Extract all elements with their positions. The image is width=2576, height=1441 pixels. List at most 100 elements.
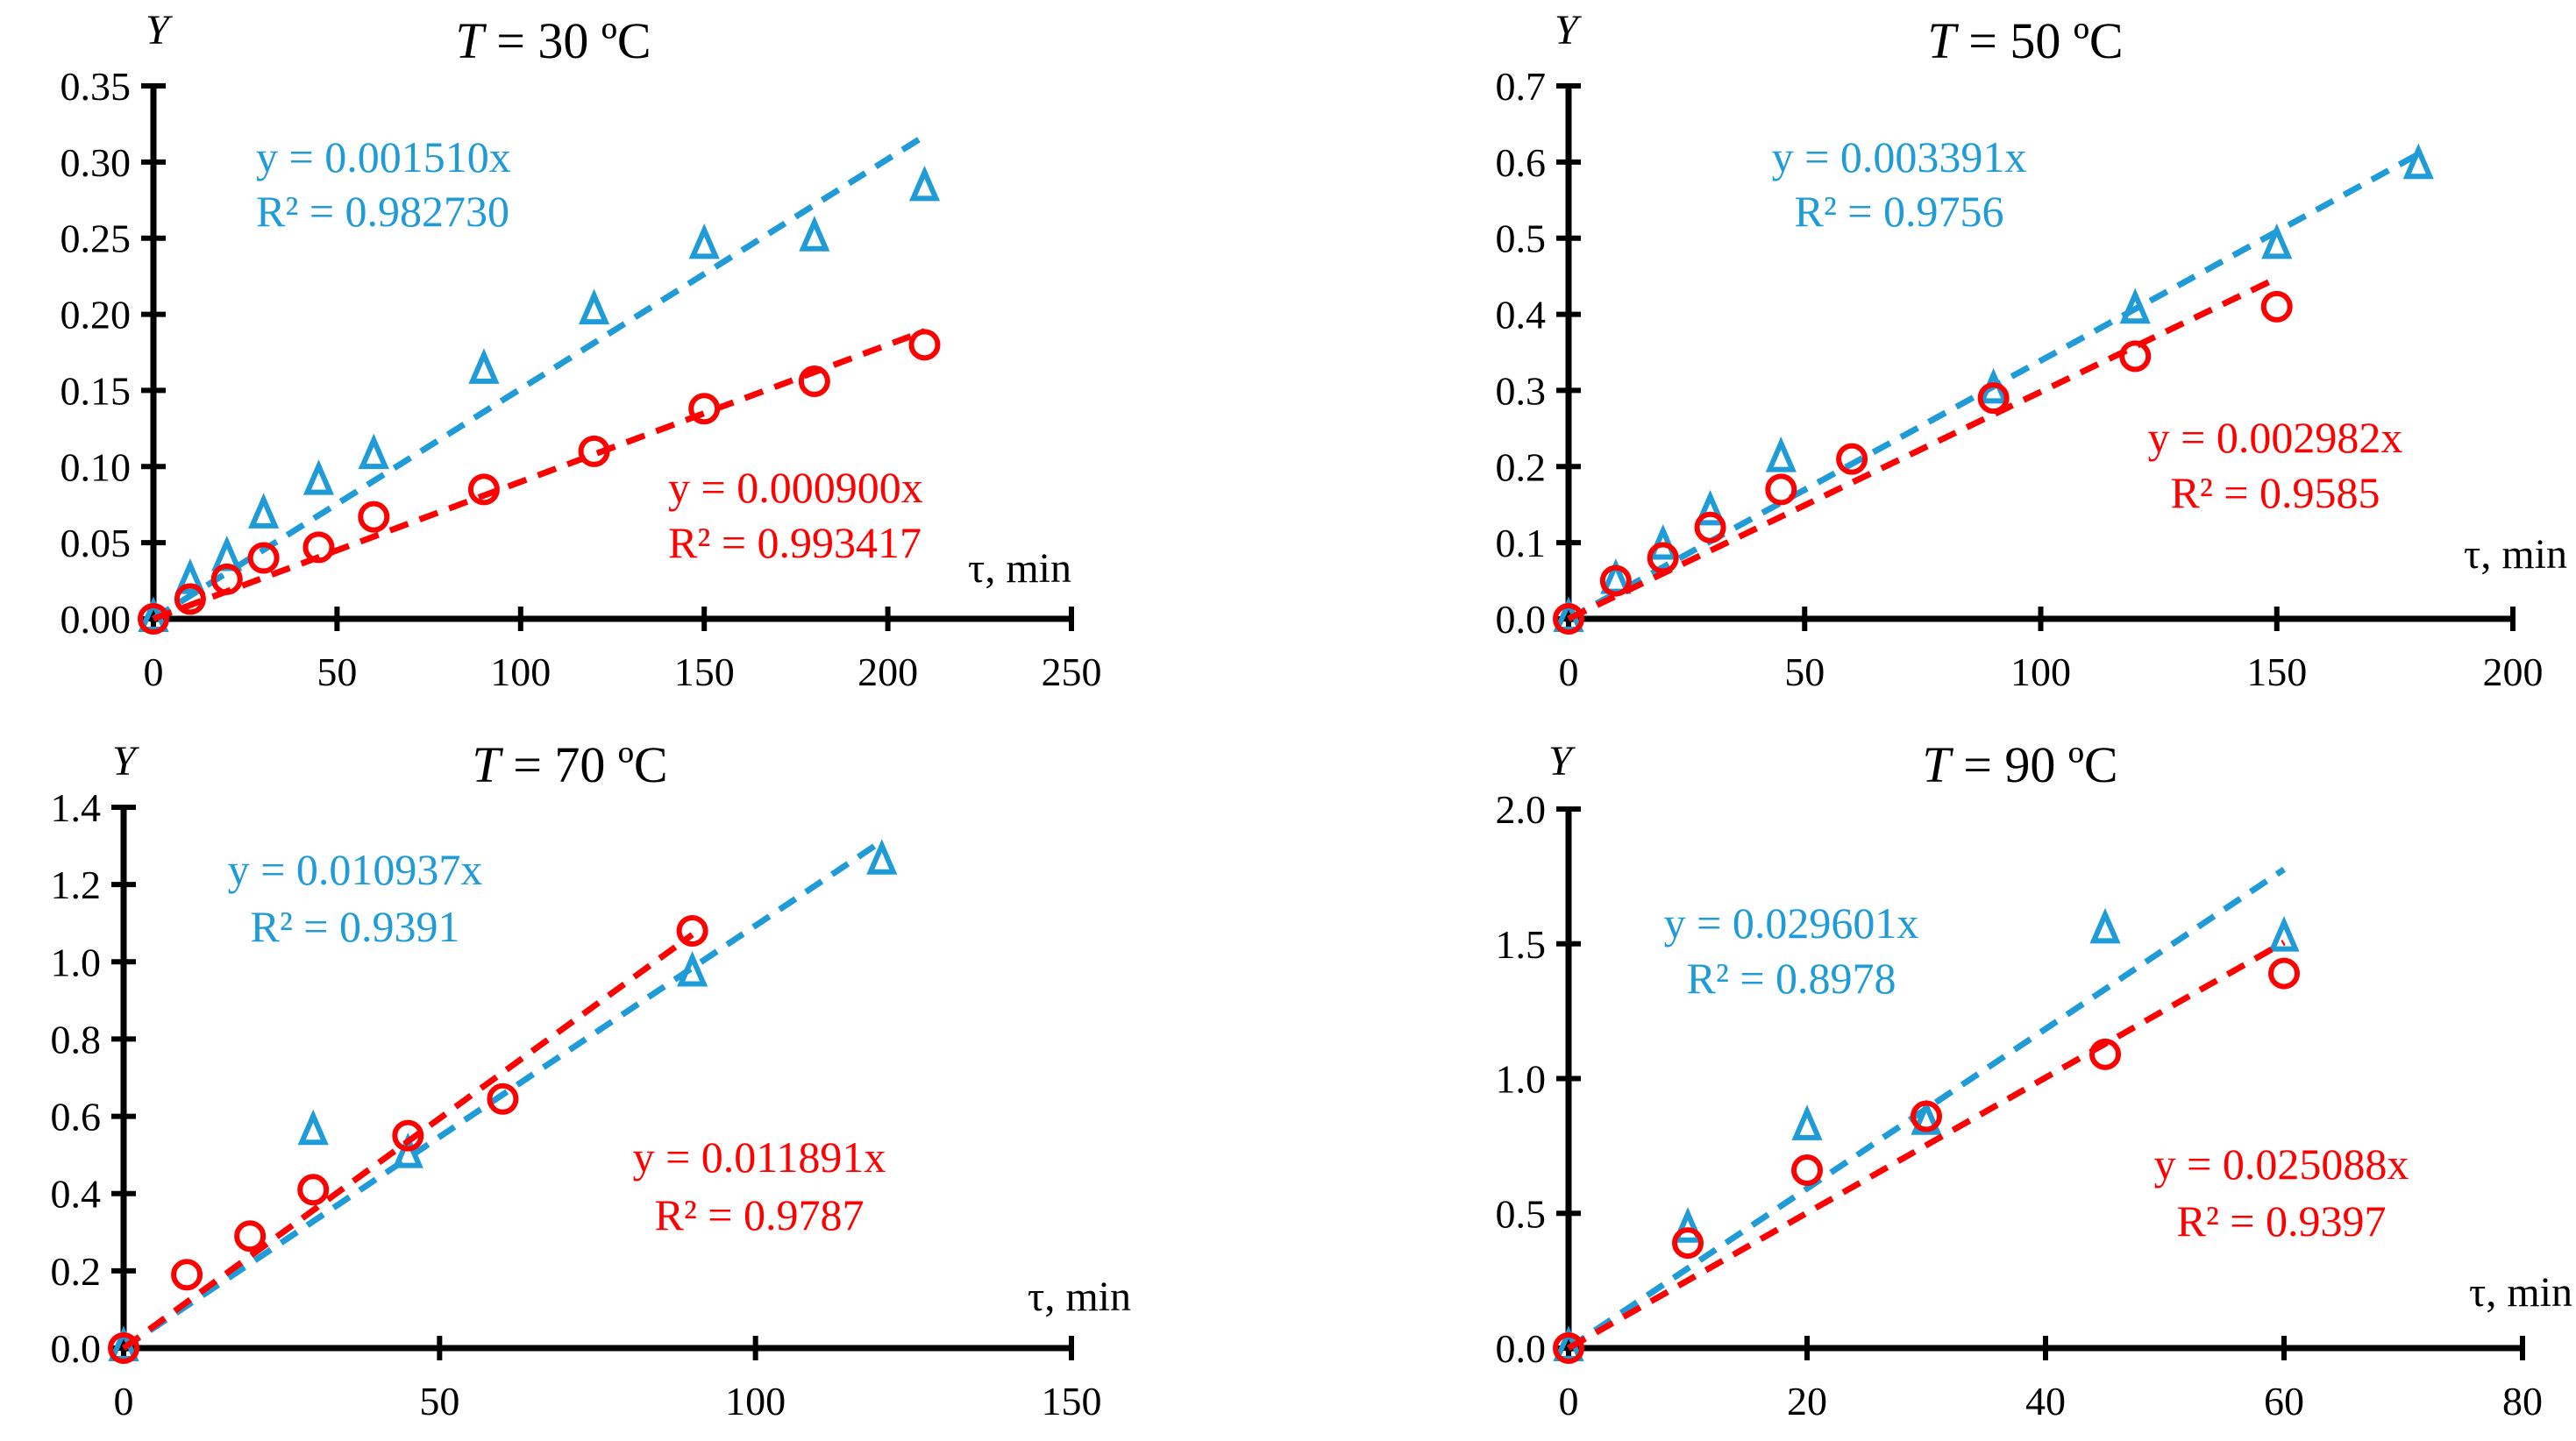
- data-point-circle: [210, 563, 243, 595]
- data-point-triangle: [2089, 907, 2121, 944]
- trendline-equation: y = 0.025088x: [2154, 1139, 2409, 1189]
- x-tick-label: 0: [1559, 1379, 1579, 1423]
- trendline-r-squared: R² = 0.9756: [1794, 187, 2003, 236]
- data-point-triangle: [677, 950, 708, 987]
- y-tick-label: 0.10: [60, 444, 132, 489]
- chart-title-variable: T: [1922, 736, 1953, 793]
- data-point-circle: [1553, 603, 1584, 635]
- y-tick-label: 1.0: [51, 940, 102, 984]
- y-tick-label: 2.0: [1496, 787, 1547, 832]
- data-point-circle: [578, 435, 610, 467]
- trendline: [1567, 275, 2279, 622]
- x-tick-label: 50: [419, 1379, 459, 1423]
- data-point-triangle: [1694, 489, 1726, 526]
- x-axis-label: τ, min: [968, 545, 1071, 592]
- data-point-triangle: [866, 839, 898, 875]
- chart-panel-2: T = 50 ºC 0 50 100 150 200 0.0 0.1 0.2 0.3 0.4 0.5 0…: [1496, 7, 2568, 694]
- x-tick-label: 100: [2010, 650, 2071, 694]
- x-tick-label: 0: [144, 650, 164, 694]
- x-tick-label: 100: [725, 1379, 786, 1423]
- data-point-circle: [1647, 542, 1679, 574]
- x-tick-label: 60: [2264, 1379, 2304, 1423]
- data-point-triangle: [1765, 437, 1797, 472]
- y-tick-label: 0.00: [60, 597, 132, 642]
- series-circles: y = 0.025088x R² = 0.9397: [1553, 940, 2409, 1364]
- data-point-circle: [1977, 382, 2010, 415]
- chart-panel-1: T = 30 ºC 0 50 100 150 200 250 0.00 0.05 0.10 0.15…: [60, 7, 1102, 694]
- y-tick-label: 1.4: [51, 785, 102, 830]
- chart-panel-3: T = 70 ºC 0 50 100 150 0.0 0.2 0.4 0.6 0.8 1.0 1.2 1…: [51, 736, 1132, 1423]
- data-point-circle: [1553, 1332, 1584, 1364]
- data-point-triangle: [2261, 223, 2293, 259]
- y-tick-label: 0.20: [60, 293, 132, 337]
- data-point-circle: [1791, 1154, 1823, 1187]
- y-axis-label: Y: [146, 7, 173, 53]
- data-point-triangle: [174, 558, 206, 594]
- y-tick-label: 0.6: [51, 1095, 102, 1139]
- y-tick-label: 0.7: [1496, 64, 1547, 109]
- data-point-triangle: [2402, 143, 2434, 180]
- data-point-circle: [1694, 511, 1726, 543]
- data-point-circle: [908, 329, 941, 361]
- y-tick-label: 0.15: [60, 368, 132, 413]
- data-point-triangle: [248, 493, 280, 529]
- chart-title: T = 70 ºC: [472, 736, 667, 793]
- trendline-equation: y = 0.001510x: [256, 132, 511, 181]
- x-tick-label: 80: [2502, 1379, 2543, 1423]
- data-point-triangle: [1911, 1099, 1942, 1135]
- trendline-r-squared: R² = 0.9787: [654, 1190, 864, 1239]
- data-point-circle: [171, 1259, 203, 1291]
- data-point-triangle: [578, 288, 610, 325]
- y-tick-label: 0.1: [1496, 521, 1547, 565]
- chart-title-value: = 70 ºC: [501, 736, 668, 793]
- data-point-triangle: [358, 433, 389, 470]
- trendline-r-squared: R² = 0.9585: [2170, 468, 2380, 517]
- x-tick-label: 50: [317, 650, 357, 694]
- data-point-circle: [2119, 340, 2152, 373]
- y-axis-label: Y: [112, 738, 139, 784]
- chart-title: T = 50 ºC: [1927, 12, 2123, 69]
- chart-panel-4: T = 90 ºC 0 20 40 60 80 0.0 0.5 1.0 1.5 2.0Yτ, min…: [1496, 736, 2573, 1423]
- x-tick-label: 150: [2246, 650, 2307, 694]
- data-point-circle: [302, 531, 335, 564]
- x-tick-label: 0: [1559, 650, 1579, 694]
- y-tick-label: 0.6: [1496, 140, 1547, 185]
- chart-title-value: = 30 ºC: [484, 12, 651, 69]
- data-point-circle: [234, 1220, 267, 1253]
- y-tick-label: 0.25: [60, 217, 132, 261]
- y-tick-label: 1.5: [1496, 922, 1547, 967]
- trendline-equation: y = 0.011891x: [633, 1132, 886, 1182]
- series-circles: y = 0.011891x R² = 0.9787: [108, 915, 886, 1364]
- trendline-equation: y = 0.002982x: [2148, 413, 2403, 462]
- data-point-circle: [2260, 290, 2293, 323]
- chart-title-variable: T: [1927, 12, 1959, 69]
- trendline-r-squared: R² = 0.9391: [250, 902, 459, 951]
- trendline: [1567, 866, 2286, 1351]
- y-tick-label: 0.2: [51, 1249, 102, 1294]
- trendline-equation: y = 0.000900x: [668, 463, 923, 512]
- trendline-r-squared: R² = 0.993417: [668, 518, 922, 567]
- data-point-circle: [297, 1174, 330, 1206]
- x-tick-label: 50: [1784, 650, 1825, 694]
- data-point-circle: [358, 500, 390, 533]
- series-circles: y = 0.002982x R² = 0.9585: [1553, 275, 2403, 635]
- data-point-triangle: [1672, 1207, 1704, 1243]
- x-tick-label: 200: [857, 650, 918, 694]
- chart-title-value: = 50 ºC: [1956, 12, 2124, 69]
- chart-title: T = 30 ºC: [455, 12, 651, 69]
- data-point-circle: [487, 1083, 519, 1115]
- data-point-circle: [1672, 1227, 1704, 1260]
- data-point-circle: [676, 915, 708, 948]
- y-tick-label: 0.5: [1496, 1191, 1547, 1236]
- x-tick-label: 200: [2483, 650, 2544, 694]
- trendline-r-squared: R² = 0.8978: [1686, 954, 1896, 1003]
- trendline-r-squared: R² = 0.9397: [2176, 1196, 2386, 1246]
- data-point-circle: [174, 583, 206, 615]
- y-tick-label: 0.0: [1496, 597, 1547, 642]
- y-tick-label: 0.0: [51, 1326, 102, 1371]
- y-tick-label: 0.4: [1496, 293, 1547, 337]
- series-circles: y = 0.000900x R² = 0.993417: [138, 328, 941, 635]
- x-axis-label: τ, min: [2464, 531, 2567, 578]
- data-point-circle: [392, 1119, 424, 1152]
